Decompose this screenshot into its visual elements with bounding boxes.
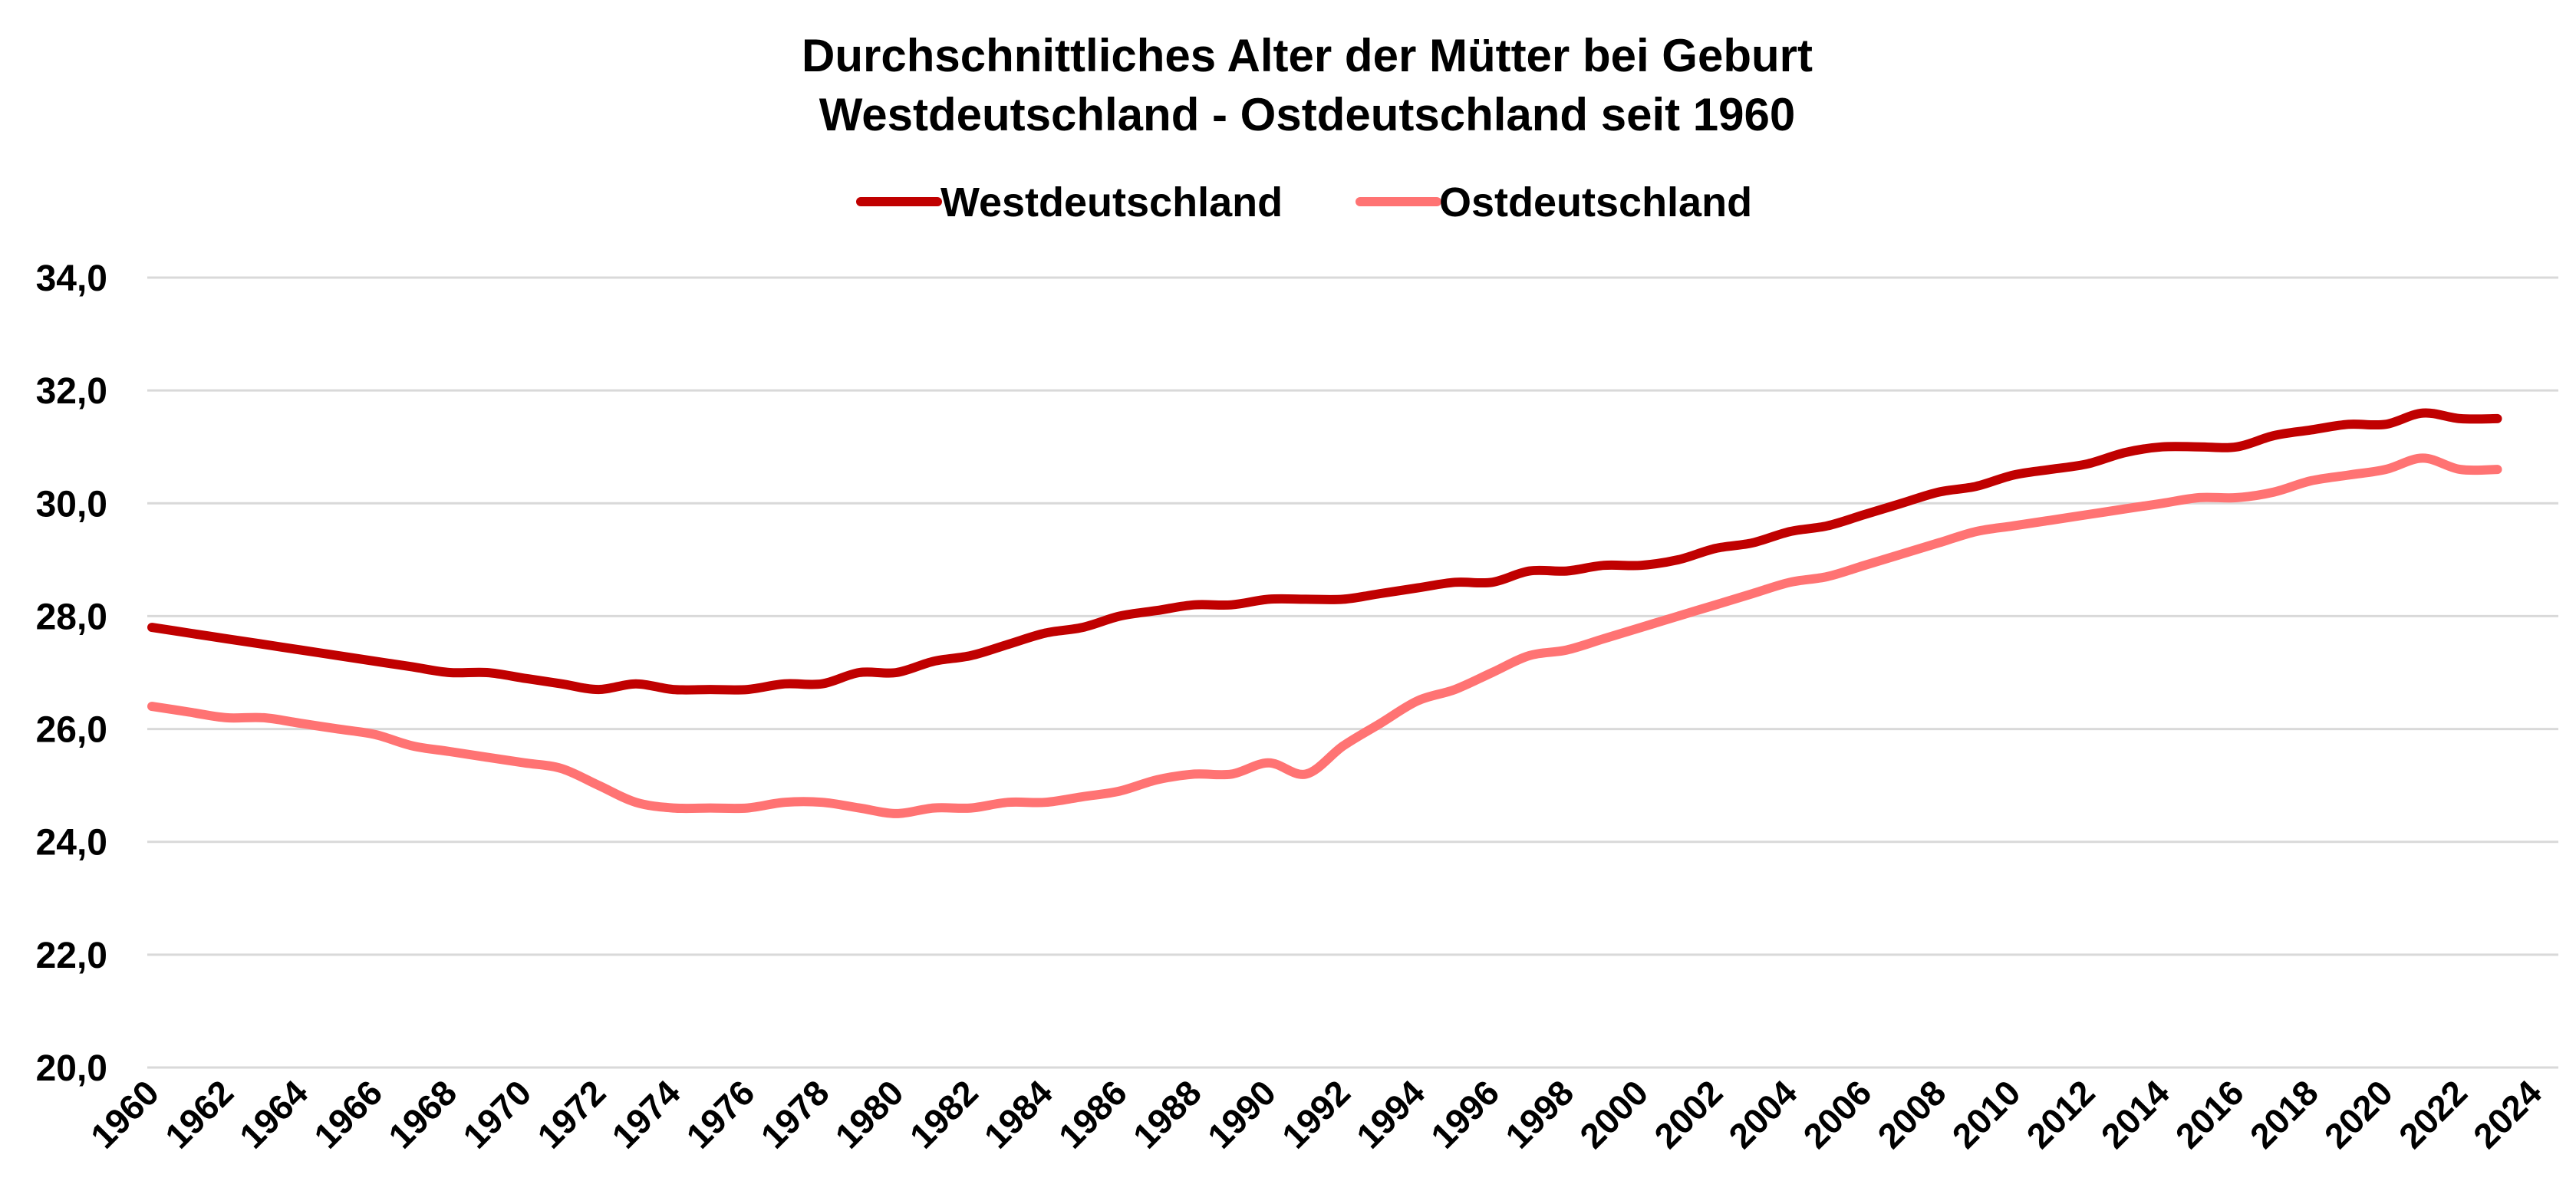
x-axis-ticks: 1960196219641966196819701972197419761978… bbox=[83, 1072, 2549, 1156]
x-tick-label: 2022 bbox=[2391, 1072, 2475, 1156]
x-tick-label: 2004 bbox=[1721, 1072, 1804, 1156]
y-tick-label: 22,0 bbox=[36, 936, 107, 976]
x-tick-label: 1974 bbox=[604, 1072, 687, 1156]
x-tick-label: 1966 bbox=[306, 1072, 390, 1156]
x-tick-label: 1968 bbox=[380, 1072, 464, 1156]
y-tick-label: 26,0 bbox=[36, 710, 107, 751]
x-tick-label: 1972 bbox=[529, 1072, 613, 1156]
legend-label-westdeutschland: Westdeutschland bbox=[940, 179, 1283, 225]
y-tick-label: 30,0 bbox=[36, 484, 107, 525]
x-tick-label: 1998 bbox=[1497, 1072, 1581, 1156]
series-line-ostdeutschland bbox=[147, 453, 2502, 818]
x-tick-label: 2016 bbox=[2168, 1072, 2252, 1156]
chart-title: Durchschnittliches Alter der Mütter bei … bbox=[802, 30, 1813, 81]
x-tick-label: 2012 bbox=[2019, 1072, 2103, 1156]
x-tick-label: 1962 bbox=[157, 1072, 241, 1156]
x-tick-label: 2008 bbox=[1869, 1072, 1953, 1156]
x-tick-label: 2024 bbox=[2466, 1072, 2549, 1156]
legend-label-ostdeutschland: Ostdeutschland bbox=[1439, 179, 1752, 225]
x-tick-label: 1982 bbox=[902, 1072, 986, 1156]
x-tick-label: 1986 bbox=[1051, 1072, 1135, 1156]
x-tick-label: 1978 bbox=[753, 1072, 836, 1156]
x-tick-label: 1970 bbox=[455, 1072, 539, 1156]
series-line-westdeutschland bbox=[147, 408, 2502, 695]
y-tick-label: 20,0 bbox=[36, 1048, 107, 1089]
x-tick-label: 2020 bbox=[2317, 1072, 2400, 1156]
y-tick-label: 28,0 bbox=[36, 597, 107, 637]
x-tick-label: 2002 bbox=[1646, 1072, 1730, 1156]
y-tick-label: 32,0 bbox=[36, 371, 107, 412]
x-tick-label: 1976 bbox=[678, 1072, 762, 1156]
legend: Westdeutschland Ostdeutschland bbox=[856, 179, 1752, 225]
x-tick-label: 2000 bbox=[1572, 1072, 1655, 1156]
y-tick-label: 34,0 bbox=[36, 258, 107, 299]
x-tick-label: 1980 bbox=[828, 1072, 911, 1156]
chart-subtitle: Westdeutschland - Ostdeutschland seit 19… bbox=[819, 89, 1796, 140]
x-tick-label: 1992 bbox=[1274, 1072, 1358, 1156]
series-lines bbox=[147, 408, 2502, 818]
x-tick-label: 1996 bbox=[1423, 1072, 1507, 1156]
x-tick-label: 1994 bbox=[1349, 1072, 1432, 1156]
x-tick-label: 2018 bbox=[2242, 1072, 2326, 1156]
gridlines bbox=[147, 276, 2558, 1069]
x-tick-label: 2010 bbox=[1944, 1072, 2028, 1156]
y-axis-ticks: 20,0 22,0 24,0 26,0 28,0 30,0 32,0 34,0 bbox=[36, 258, 107, 1089]
x-tick-label: 1990 bbox=[1200, 1072, 1283, 1156]
x-tick-label: 1964 bbox=[232, 1072, 315, 1156]
x-tick-label: 2006 bbox=[1795, 1072, 1879, 1156]
x-tick-label: 1988 bbox=[1125, 1072, 1209, 1156]
x-tick-label: 2014 bbox=[2093, 1072, 2177, 1156]
y-tick-label: 24,0 bbox=[36, 823, 107, 864]
x-tick-label: 1984 bbox=[977, 1072, 1060, 1156]
